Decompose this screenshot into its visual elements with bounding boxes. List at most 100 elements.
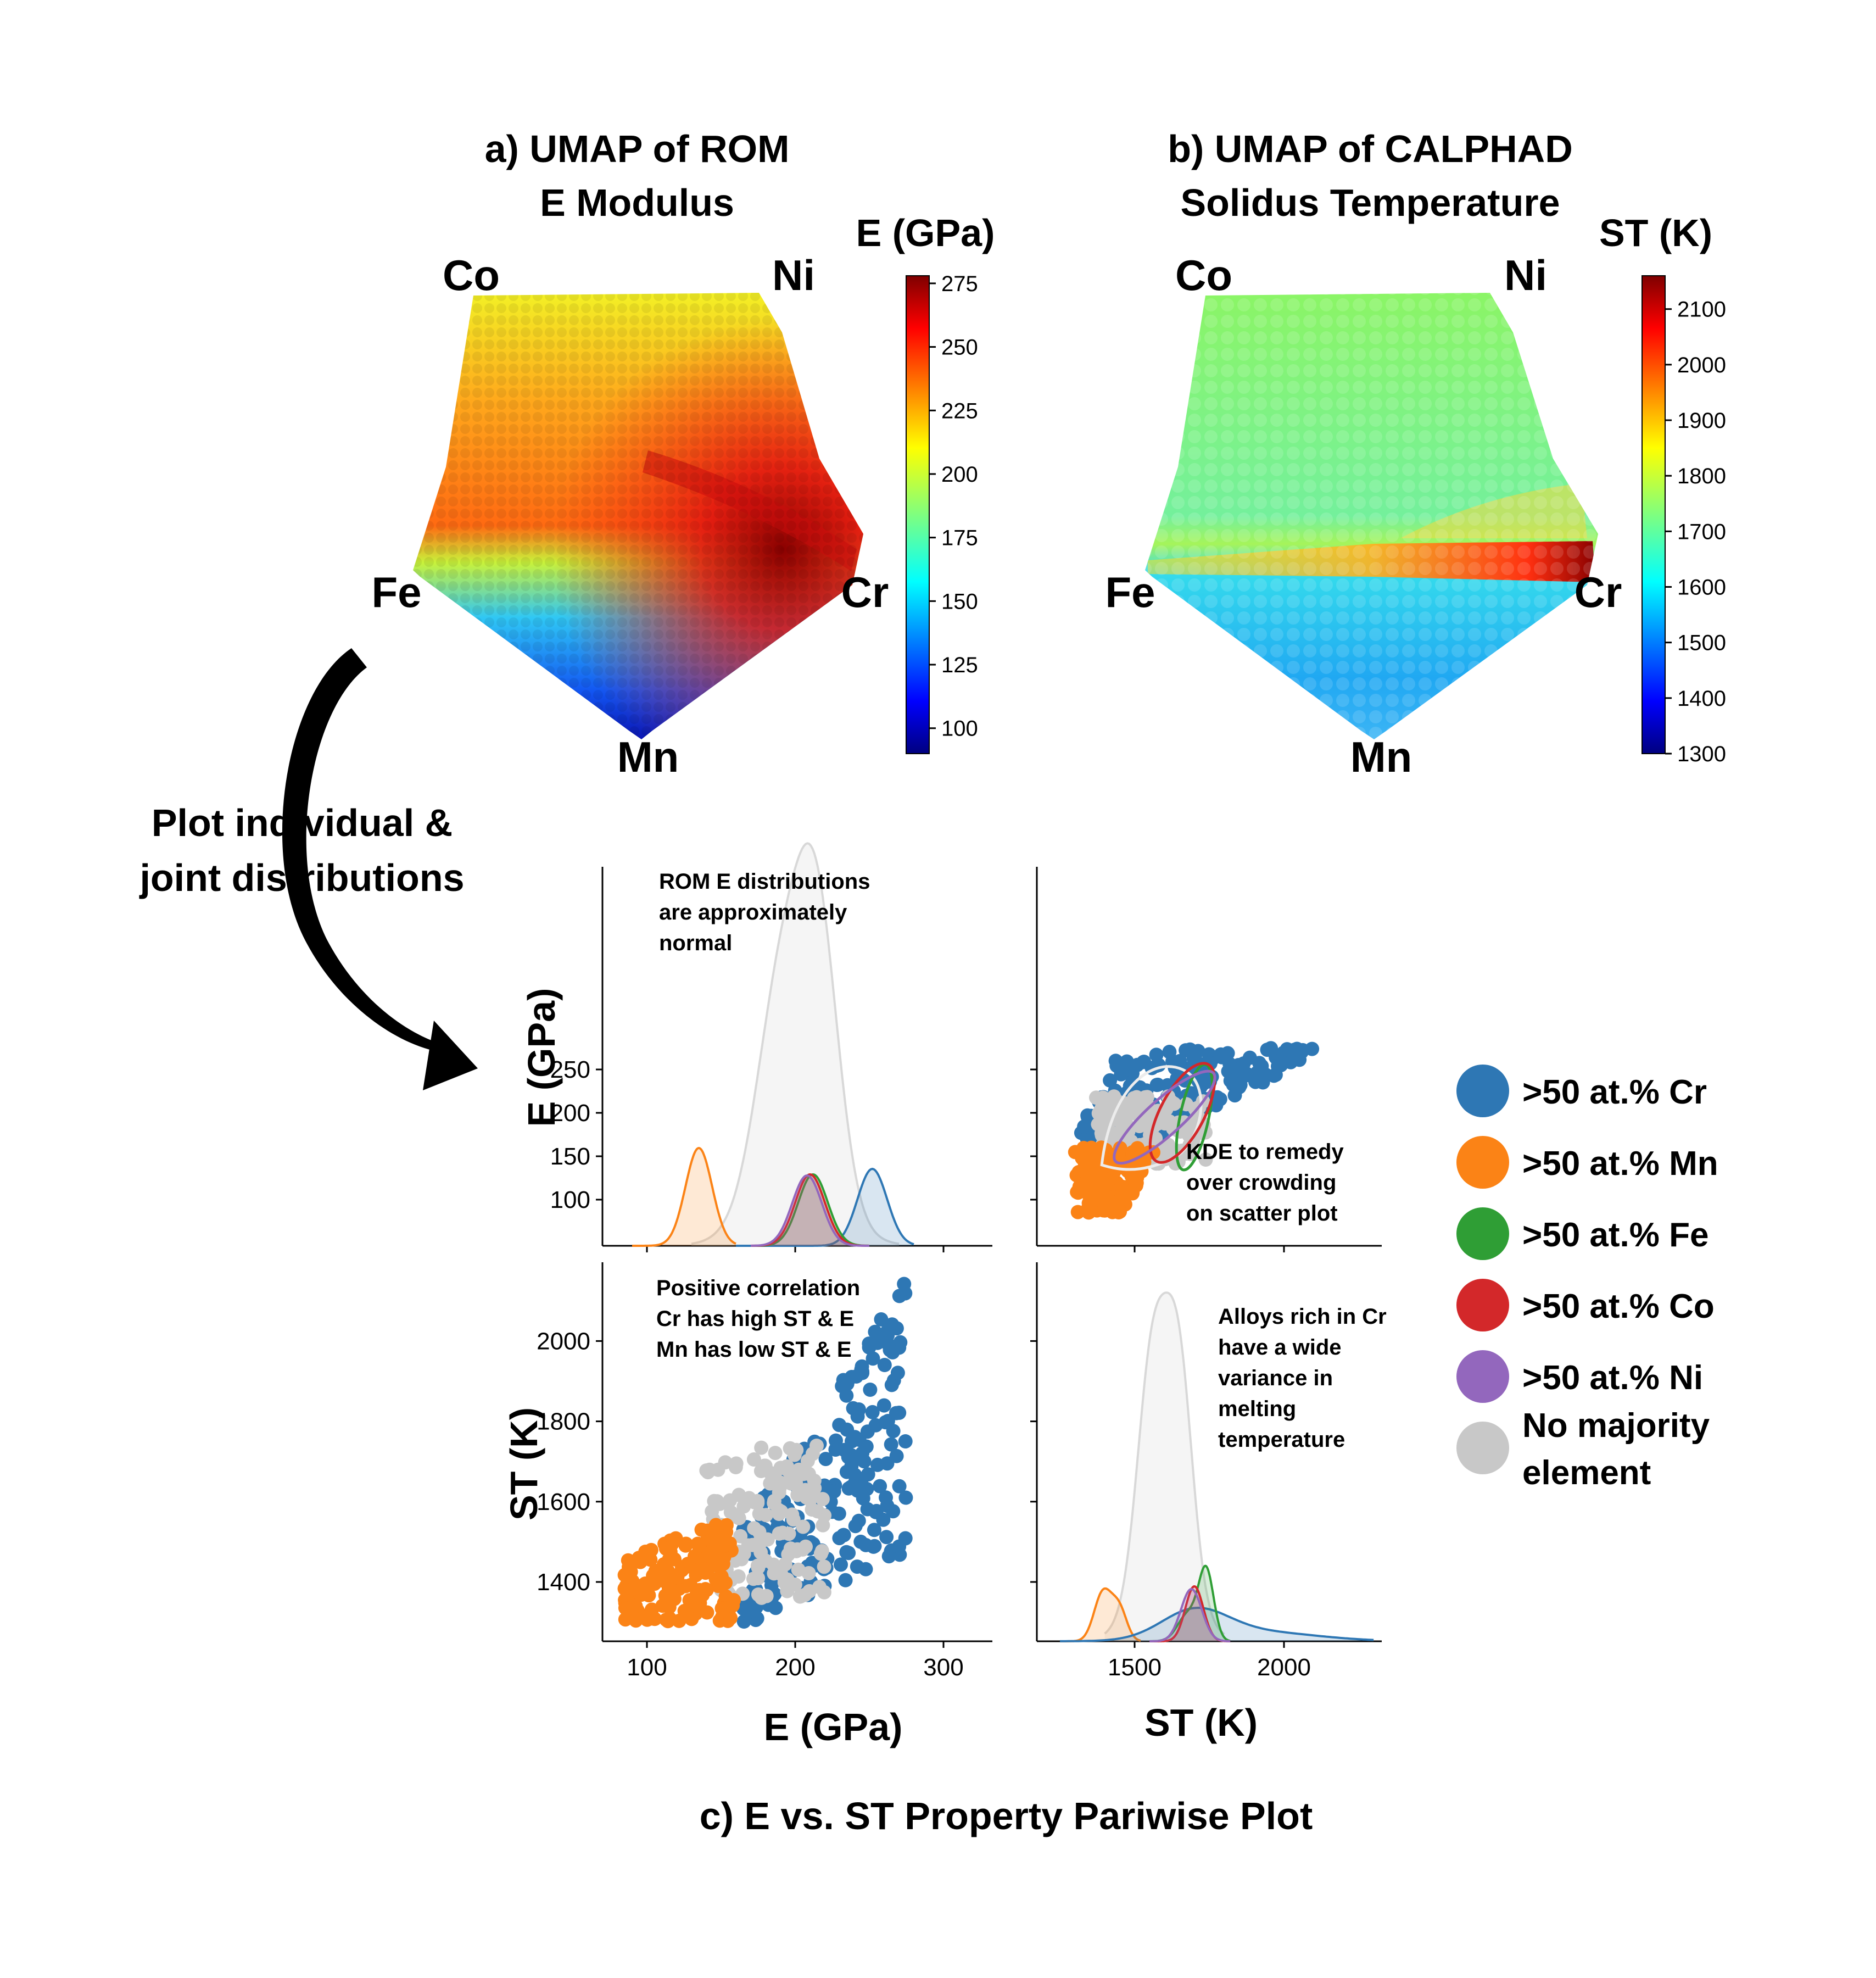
- scatter-mn-bl-point: [658, 1541, 673, 1556]
- umap-scatter-b: [1145, 293, 1598, 739]
- y-tick-label: 100: [550, 1186, 590, 1213]
- scatter-cr-tr-point: [1149, 1047, 1164, 1062]
- scatter-mn-bl-point: [688, 1549, 702, 1564]
- x-tick-label: 300: [923, 1654, 963, 1681]
- scatter-cr-bl-point: [867, 1539, 882, 1553]
- colorbar-tick-label: 1800: [1677, 464, 1726, 488]
- scatter-none-tr-point: [1138, 1090, 1153, 1105]
- scatter-none-bl-point: [790, 1487, 805, 1502]
- colorbar-tick-label: 250: [941, 336, 978, 360]
- legend-marker: [1456, 1422, 1509, 1474]
- scatter-none-bl-point: [805, 1489, 819, 1503]
- colorbar-tick-label: 100: [941, 717, 978, 741]
- scatter-none-bl-point: [718, 1455, 733, 1470]
- legend-marker: [1456, 1350, 1509, 1403]
- colorbar-tick-label: 200: [941, 463, 978, 487]
- scatter-cr-bl-point: [747, 1604, 762, 1619]
- annotation-tr: over crowding: [1186, 1171, 1336, 1195]
- scatter-cr-bl-point: [862, 1336, 876, 1351]
- density-ni-st: [1149, 1587, 1231, 1642]
- scatter-none-bl-point: [787, 1447, 802, 1462]
- corner-co-b: Co: [1175, 251, 1232, 299]
- colorbar-tick-label: 150: [941, 589, 978, 614]
- scatter-cr-bl-point: [867, 1523, 881, 1537]
- annotation-br: temperature: [1218, 1428, 1345, 1452]
- scatter-cr-bl-point: [866, 1351, 880, 1366]
- density-ni-e-fill: [751, 1175, 869, 1246]
- colorbar-tick-label: 2000: [1677, 353, 1726, 377]
- scatter-cr-tr-point: [1165, 1054, 1180, 1069]
- density-none-e-fill: [691, 843, 899, 1246]
- scatter-mn-bl-point: [659, 1612, 674, 1627]
- scatter-cr-tr-point: [1271, 1059, 1285, 1074]
- density-none-st-fill: [1104, 1292, 1225, 1641]
- scatter-mn-bl-point: [672, 1613, 686, 1628]
- scatter-cr-bl-point: [892, 1406, 907, 1420]
- scatter-mn-bl-point: [694, 1522, 709, 1537]
- colorbar-b-label: ST (K): [1599, 211, 1712, 254]
- corner-cr-a: Cr: [841, 568, 889, 616]
- legend-label: No majority: [1522, 1407, 1710, 1445]
- scatter-mn-bl-point: [692, 1538, 707, 1553]
- scatter-cr-bl-point: [865, 1405, 880, 1419]
- scatter-cr-tr-point: [1077, 1119, 1092, 1134]
- density-cr-e-fill: [736, 1169, 914, 1246]
- scatter-cr-bl-point: [889, 1321, 904, 1336]
- annotation-br: have a wide: [1218, 1335, 1342, 1359]
- scatter-cr-bl-point: [848, 1519, 863, 1534]
- colorbar-a: [906, 275, 930, 754]
- corner-ni-b: Ni: [1504, 251, 1547, 299]
- scatter-none-bl-point: [754, 1590, 769, 1605]
- scatter-cr-bl-point: [832, 1418, 847, 1433]
- scatter-none-bl-point: [791, 1562, 806, 1577]
- corner-fe-a: Fe: [371, 568, 421, 616]
- panel-a-title-1: a) UMAP of ROM: [485, 127, 790, 170]
- density-ni-e: [751, 1174, 869, 1247]
- y-axis-label-st: ST (K): [503, 1407, 545, 1520]
- legend-marker: [1456, 1136, 1509, 1189]
- x-tick-label: 200: [775, 1654, 815, 1681]
- scatter-mn-bl-point: [708, 1518, 723, 1533]
- y-axis-label-e: E (GPa): [520, 988, 563, 1127]
- scatter-none-bl-point: [805, 1502, 819, 1517]
- scatter-cr-tr-point: [1103, 1073, 1118, 1088]
- scatter-mn-bl-point: [628, 1598, 643, 1613]
- scatter-cr-bl-point: [838, 1573, 853, 1587]
- scatter-none-bl-point: [701, 1465, 716, 1480]
- scatter-cr-bl-point: [852, 1433, 867, 1447]
- scatter-none-bl-point: [814, 1544, 829, 1558]
- colorbar-tick-label: 275: [941, 272, 978, 296]
- annotation-bl: Cr has high ST & E: [656, 1307, 854, 1331]
- scatter-mn-bl-point: [617, 1568, 632, 1583]
- scatter-cr-bl-point: [898, 1434, 913, 1448]
- scatter-cr-bl-point: [764, 1578, 779, 1592]
- scatter-none-bl-point: [791, 1462, 806, 1477]
- scatter-none-bl-point: [746, 1452, 761, 1467]
- scatter-cr-bl-point: [884, 1378, 899, 1392]
- scatter-mn-tr-point: [1087, 1179, 1102, 1194]
- annotation-br: Alloys rich in Cr: [1218, 1305, 1387, 1329]
- density-fe-e-fill: [751, 1174, 869, 1246]
- corner-mn-b: Mn: [1350, 733, 1412, 781]
- scatter-none-tr-point: [1091, 1117, 1106, 1132]
- kde-contour-none: [1100, 1065, 1203, 1171]
- x-axis-label-st: ST (K): [1144, 1701, 1258, 1744]
- scatter-none-tr-point: [1164, 1094, 1179, 1109]
- colorbar-a-ticks: 275 250 225 200 175 150 125 100: [929, 272, 978, 741]
- y-tick-label: 1400: [537, 1569, 590, 1596]
- scatter-cr-bl-point: [834, 1557, 848, 1572]
- scatter-mn-bl-point: [700, 1605, 714, 1620]
- colorbar-tick-label: 1700: [1677, 520, 1726, 544]
- scatter-none-bl-point: [797, 1587, 812, 1602]
- scatter-cr-bl-point: [883, 1342, 897, 1357]
- y-tick-label: 200: [550, 1100, 590, 1127]
- scatter-cr-bl-point: [837, 1442, 852, 1457]
- kde-contour-co: [1148, 1062, 1216, 1164]
- scatter-cr-tr-point: [1136, 1055, 1151, 1069]
- scatter-cr-bl-point: [897, 1277, 912, 1291]
- density-fe-st-fill: [1149, 1565, 1231, 1641]
- scatter-none-bl-point: [809, 1439, 824, 1453]
- scatter-mn-tr: [1068, 1140, 1160, 1220]
- scatter-cr-bl-point: [876, 1398, 891, 1413]
- annotation-tl: normal: [659, 931, 732, 955]
